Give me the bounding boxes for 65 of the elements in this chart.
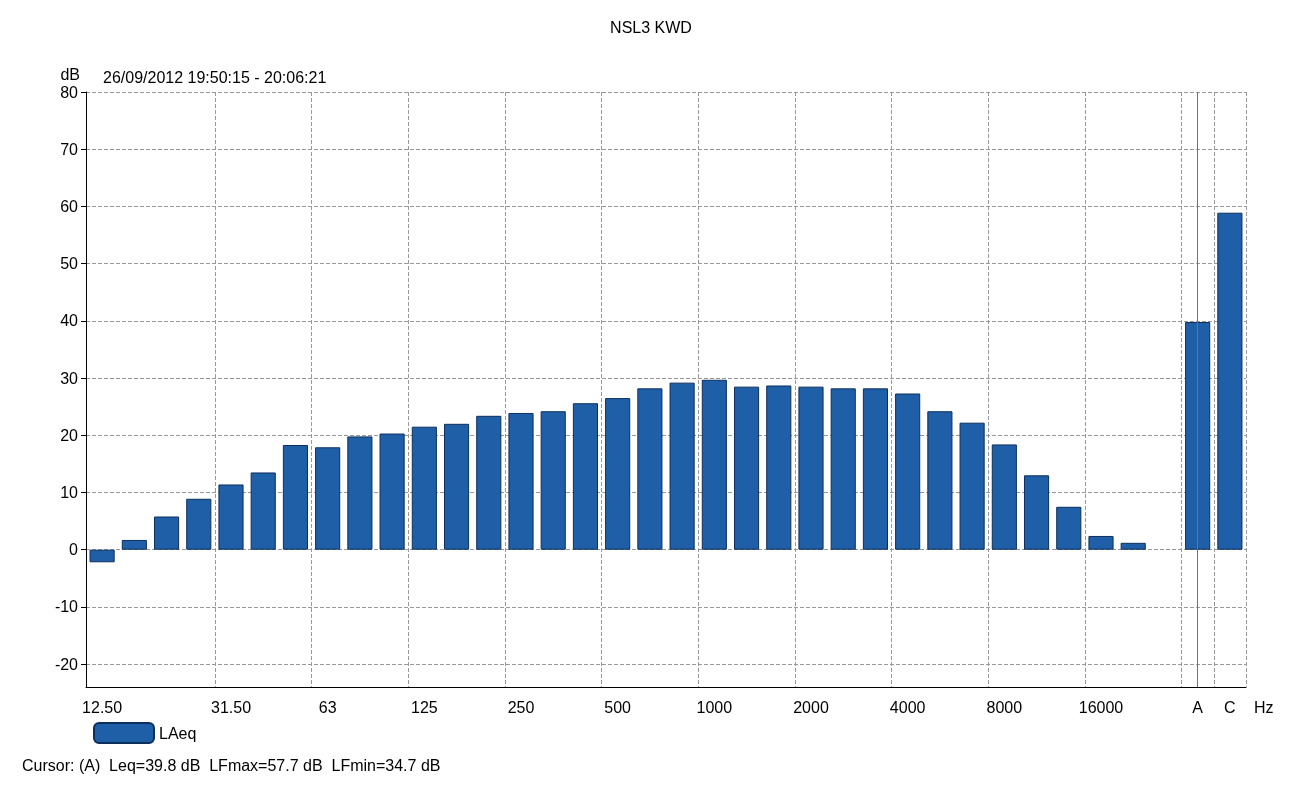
bar	[218, 484, 244, 550]
x-tick-label: 125	[410, 698, 438, 716]
x-tick-label: 8000	[986, 698, 1023, 716]
y-tick-label: 80	[60, 83, 79, 101]
bar	[1120, 542, 1146, 550]
y-tick-label: 30	[60, 369, 79, 387]
y-tick-label: 40	[60, 312, 79, 330]
bar	[540, 411, 566, 550]
bar	[379, 433, 405, 550]
bar	[669, 382, 695, 550]
bar	[637, 388, 663, 550]
bar	[862, 388, 889, 550]
x-tick-label: 1000	[696, 698, 733, 716]
y-tick-label: 50	[60, 255, 79, 273]
bar	[830, 388, 856, 550]
chart-title: NSL3 KWD	[610, 18, 692, 36]
bar	[315, 447, 341, 550]
bar	[991, 444, 1017, 550]
x-tick-label: 31.50	[210, 698, 252, 716]
bar	[701, 379, 727, 550]
text: Cursor: (A) Leq=39.8 dB LFmax=57.7 dB LFmin=34.7 dB	[22, 756, 441, 774]
bar	[733, 386, 760, 550]
bar	[250, 472, 276, 550]
bar	[1023, 475, 1050, 550]
x-tick-label: 63	[318, 698, 337, 716]
y-axis-title: dB	[60, 65, 80, 83]
x-tick-label: 250	[507, 698, 535, 716]
y-tick-label: 0	[69, 541, 79, 559]
bar	[572, 403, 599, 550]
x-tick-label: 4000	[889, 698, 926, 716]
bar	[1088, 535, 1114, 550]
bar	[121, 539, 147, 550]
bar	[411, 426, 437, 550]
x-axis-title: Hz	[1254, 698, 1274, 716]
bar	[1056, 506, 1082, 550]
x-tick-label: 12.50	[82, 698, 123, 716]
bar	[605, 398, 631, 550]
y-tick-label: -20	[54, 655, 79, 673]
bar	[89, 549, 115, 563]
bar	[895, 393, 921, 550]
y-tick-label: 60	[60, 197, 79, 215]
bar	[1185, 321, 1211, 550]
x-tick-label: 2000	[793, 698, 829, 716]
bar	[476, 415, 502, 550]
bar	[1217, 212, 1243, 550]
bar	[347, 436, 373, 550]
chart-subtitle: 26/09/2012 19:50:15 - 20:06:21	[103, 68, 327, 86]
y-tick-label: -10	[54, 598, 79, 616]
x-tick-label: 500	[604, 698, 632, 716]
bar	[766, 385, 792, 550]
bar	[798, 386, 824, 550]
x-tick-label: C	[1224, 698, 1236, 716]
y-tick-label: 20	[60, 426, 79, 444]
bar	[153, 516, 180, 550]
x-tick-label: 16000	[1078, 698, 1124, 716]
y-tick-label: 70	[60, 140, 79, 158]
legend-label: LAeq	[159, 724, 197, 742]
bar	[508, 412, 534, 550]
bar	[282, 445, 309, 550]
bar	[443, 423, 470, 550]
x-tick-label: A	[1192, 698, 1204, 716]
bar	[959, 422, 985, 550]
y-tick-label: 10	[60, 483, 79, 501]
bar	[927, 411, 953, 550]
bar	[186, 498, 212, 550]
